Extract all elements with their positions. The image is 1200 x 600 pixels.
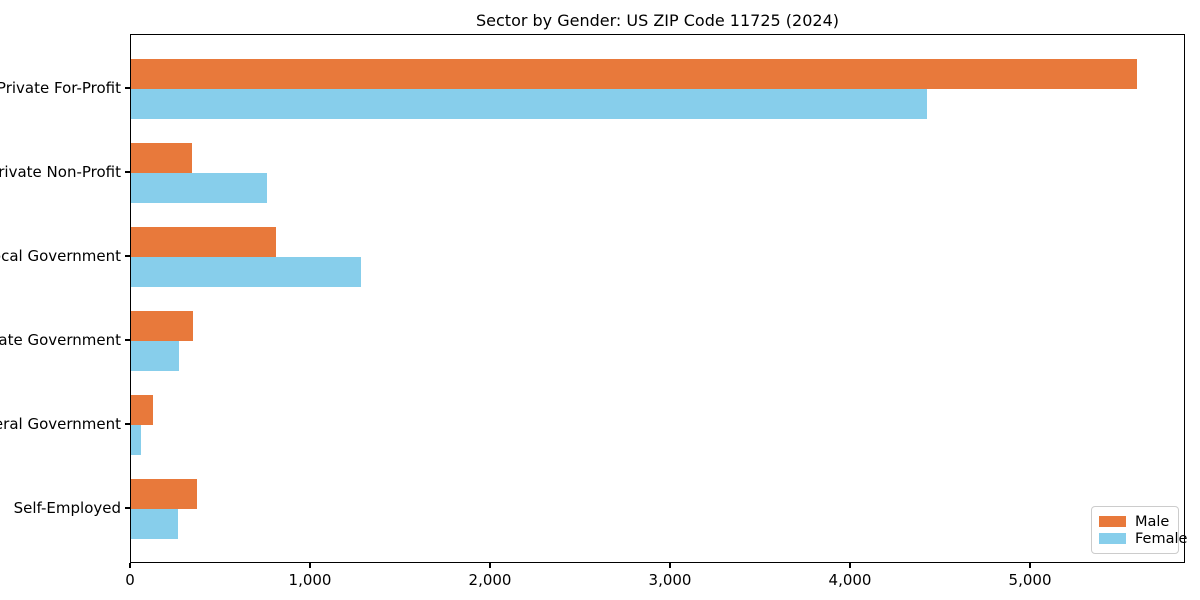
bar-female-private-for-profit [131, 89, 927, 119]
x-tick-label-1000: 1,000 [288, 571, 332, 589]
y-tick-mark [125, 255, 130, 257]
bar-male-local-government [131, 227, 276, 257]
x-tick-mark [129, 563, 131, 568]
legend-label-male: Male [1135, 513, 1170, 530]
legend: Male Female [1091, 506, 1187, 554]
bar-male-private-non-profit [131, 143, 192, 173]
male-color-swatch [1099, 516, 1126, 527]
legend-item-male: Male [1099, 513, 1170, 530]
x-tick-label-3000: 3,000 [648, 571, 692, 589]
x-tick-label-5000: 5,000 [1008, 571, 1052, 589]
bar-male-state-government [131, 311, 193, 341]
x-tick-mark [489, 563, 491, 568]
y-tick-label-private-non-profit: Private Non-Profit [0, 163, 121, 181]
bar-male-federal-government [131, 395, 153, 425]
y-tick-label-self-employed: Self-Employed [13, 499, 121, 517]
x-tick-mark [669, 563, 671, 568]
legend-label-female: Female [1135, 530, 1188, 547]
x-tick-label-0: 0 [125, 571, 135, 589]
y-tick-mark [125, 423, 130, 425]
female-color-swatch [1099, 533, 1126, 544]
y-tick-label-private-for-profit: Private For-Profit [0, 79, 121, 97]
x-tick-mark [849, 563, 851, 568]
x-tick-mark [309, 563, 311, 568]
y-tick-mark [125, 339, 130, 341]
bar-female-state-government [131, 341, 179, 371]
y-tick-label-local-government: Local Government [0, 247, 121, 265]
y-tick-mark [125, 87, 130, 89]
bar-female-self-employed [131, 509, 178, 539]
y-tick-label-federal-government: Federal Government [0, 415, 121, 433]
chart-title: Sector by Gender: US ZIP Code 11725 (202… [476, 11, 839, 30]
bar-female-private-non-profit [131, 173, 267, 203]
x-tick-mark [1029, 563, 1031, 568]
bar-female-local-government [131, 257, 361, 287]
y-tick-mark [125, 171, 130, 173]
bar-female-federal-government [131, 425, 141, 455]
x-tick-label-2000: 2,000 [468, 571, 512, 589]
bar-male-self-employed [131, 479, 197, 509]
x-tick-label-4000: 4,000 [828, 571, 872, 589]
y-tick-label-state-government: State Government [0, 331, 121, 349]
bar-male-private-for-profit [131, 59, 1137, 89]
plot-area: Male Female [130, 34, 1187, 563]
legend-item-female: Female [1099, 530, 1187, 547]
y-tick-mark [125, 507, 130, 509]
